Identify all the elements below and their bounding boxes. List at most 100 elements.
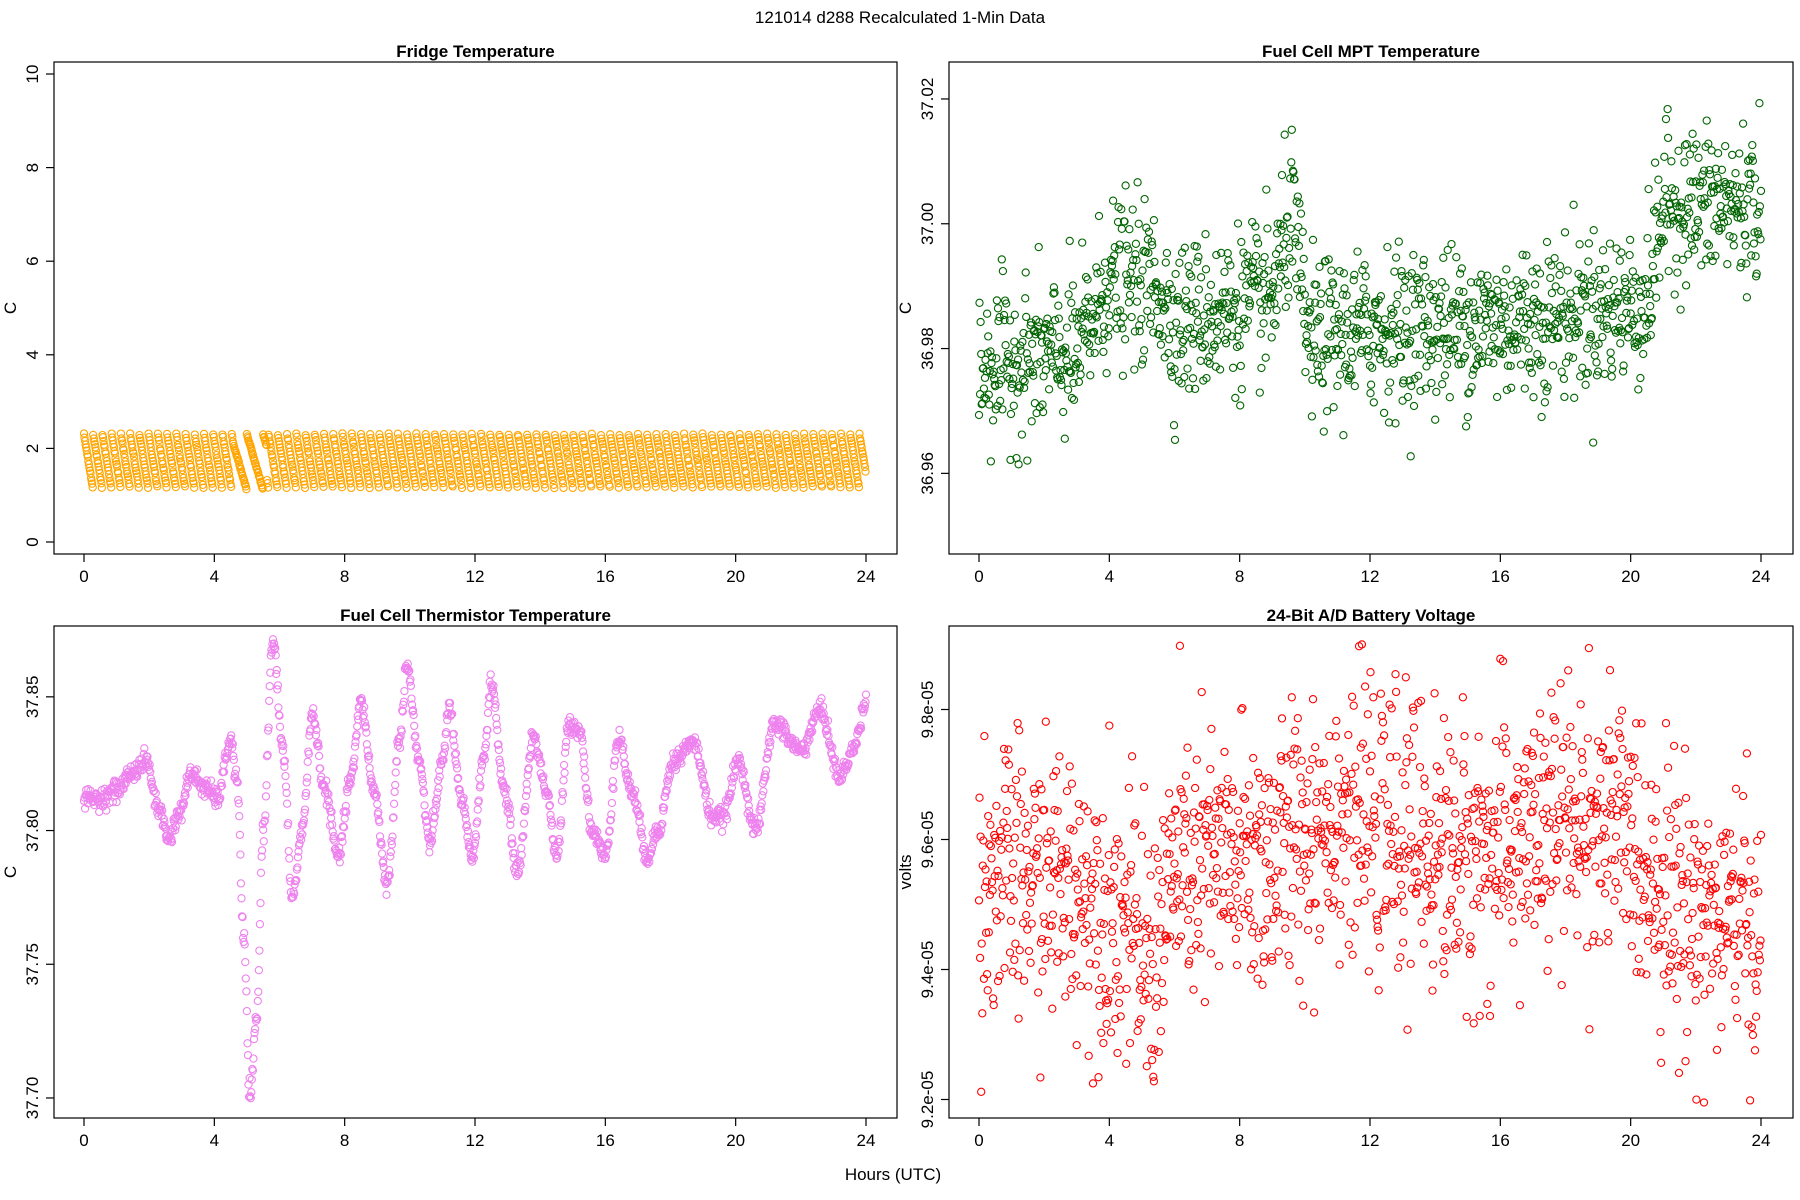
- data-point: [1682, 212, 1692, 222]
- data-point: [1217, 248, 1226, 258]
- data-point: [1068, 281, 1078, 290]
- data-point: [286, 454, 296, 463]
- data-point: [375, 430, 384, 439]
- data-point: [736, 436, 745, 445]
- data-point: [1037, 338, 1047, 347]
- data-point: [1005, 374, 1014, 384]
- data-point: [1218, 298, 1227, 307]
- data-point: [1729, 241, 1738, 250]
- data-point: [1113, 217, 1123, 227]
- data-point: [854, 483, 864, 492]
- data-point: [1548, 334, 1557, 344]
- data-point: [514, 436, 524, 445]
- data-point: [1220, 335, 1230, 345]
- data-point: [1012, 792, 1022, 801]
- data-point: [486, 670, 495, 679]
- data-point: [739, 456, 748, 465]
- data-point: [162, 483, 171, 492]
- data-point: [1391, 253, 1401, 262]
- data-point: [353, 465, 362, 475]
- data-point: [771, 483, 781, 492]
- data-point: [1027, 919, 1036, 928]
- data-point: [695, 470, 704, 479]
- data-point: [1114, 839, 1123, 848]
- data-point: [426, 459, 435, 468]
- data-point: [1391, 419, 1400, 428]
- data-point: [1212, 327, 1222, 336]
- data-point: [1547, 288, 1557, 298]
- data-point: [422, 436, 431, 445]
- data-point: [1735, 149, 1744, 158]
- data-point: [667, 469, 677, 479]
- data-point: [1381, 331, 1390, 340]
- data-point: [688, 483, 697, 492]
- data-point: [1365, 330, 1374, 340]
- data-point: [398, 455, 407, 465]
- data-point: [1468, 370, 1477, 379]
- data-point: [581, 773, 590, 782]
- data-point: [112, 462, 122, 471]
- data-point: [974, 896, 984, 905]
- data-point: [1120, 877, 1129, 887]
- data-point: [541, 433, 551, 442]
- data-point: [706, 479, 715, 488]
- data-point: [1008, 359, 1017, 369]
- data-point: [775, 449, 784, 458]
- data-point: [781, 430, 790, 440]
- data-point: [1600, 265, 1610, 274]
- data-point: [1447, 239, 1456, 249]
- data-point: [1125, 1038, 1135, 1048]
- data-point: [1038, 967, 1047, 976]
- data-point: [1003, 372, 1012, 381]
- data-point: [1009, 401, 1018, 410]
- data-point: [378, 450, 387, 460]
- data-point: [153, 482, 162, 491]
- data-point: [754, 433, 763, 442]
- data-point: [1055, 332, 1064, 342]
- data-point: [974, 410, 984, 420]
- data-point: [1103, 296, 1112, 305]
- data-point: [1233, 806, 1243, 815]
- data-point: [1529, 393, 1538, 402]
- data-point: [1415, 350, 1425, 359]
- data-point: [1518, 250, 1527, 259]
- data-point: [1343, 309, 1352, 319]
- data-point: [1180, 243, 1189, 252]
- data-point: [554, 452, 563, 461]
- data-point: [242, 987, 251, 996]
- data-point: [1313, 367, 1323, 376]
- data-point: [1015, 726, 1024, 735]
- data-point: [1595, 284, 1604, 293]
- data-point: [845, 483, 854, 492]
- data-point: [998, 266, 1008, 276]
- data-point: [1099, 347, 1108, 357]
- data-point: [795, 460, 804, 469]
- data-point: [1399, 376, 1408, 385]
- data-point: [419, 472, 428, 481]
- data-point: [185, 452, 194, 462]
- data-point: [506, 440, 515, 450]
- data-point: [842, 466, 852, 475]
- data-point: [651, 478, 660, 488]
- data-point: [528, 462, 537, 471]
- data-point: [1331, 300, 1340, 310]
- data-point: [1338, 290, 1347, 299]
- data-point: [265, 682, 274, 691]
- data-point: [109, 442, 119, 452]
- data-point: [1117, 852, 1126, 861]
- data-point: [1095, 1001, 1104, 1011]
- data-point: [598, 439, 607, 449]
- data-point: [1090, 348, 1099, 358]
- data-point: [1024, 368, 1033, 378]
- data-point: [167, 459, 177, 468]
- data-point: [692, 450, 701, 460]
- data-point: [159, 465, 168, 475]
- data-point: [1178, 337, 1187, 347]
- data-point: [1313, 360, 1322, 369]
- data-point: [1595, 265, 1604, 275]
- data-point: [1075, 817, 1084, 826]
- data-point: [1074, 377, 1084, 387]
- data-point: [293, 437, 302, 446]
- data-point: [576, 473, 585, 483]
